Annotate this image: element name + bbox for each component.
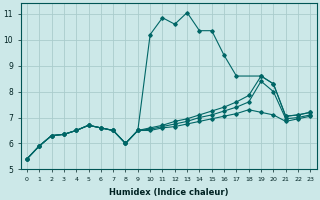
X-axis label: Humidex (Indice chaleur): Humidex (Indice chaleur)	[109, 188, 228, 197]
